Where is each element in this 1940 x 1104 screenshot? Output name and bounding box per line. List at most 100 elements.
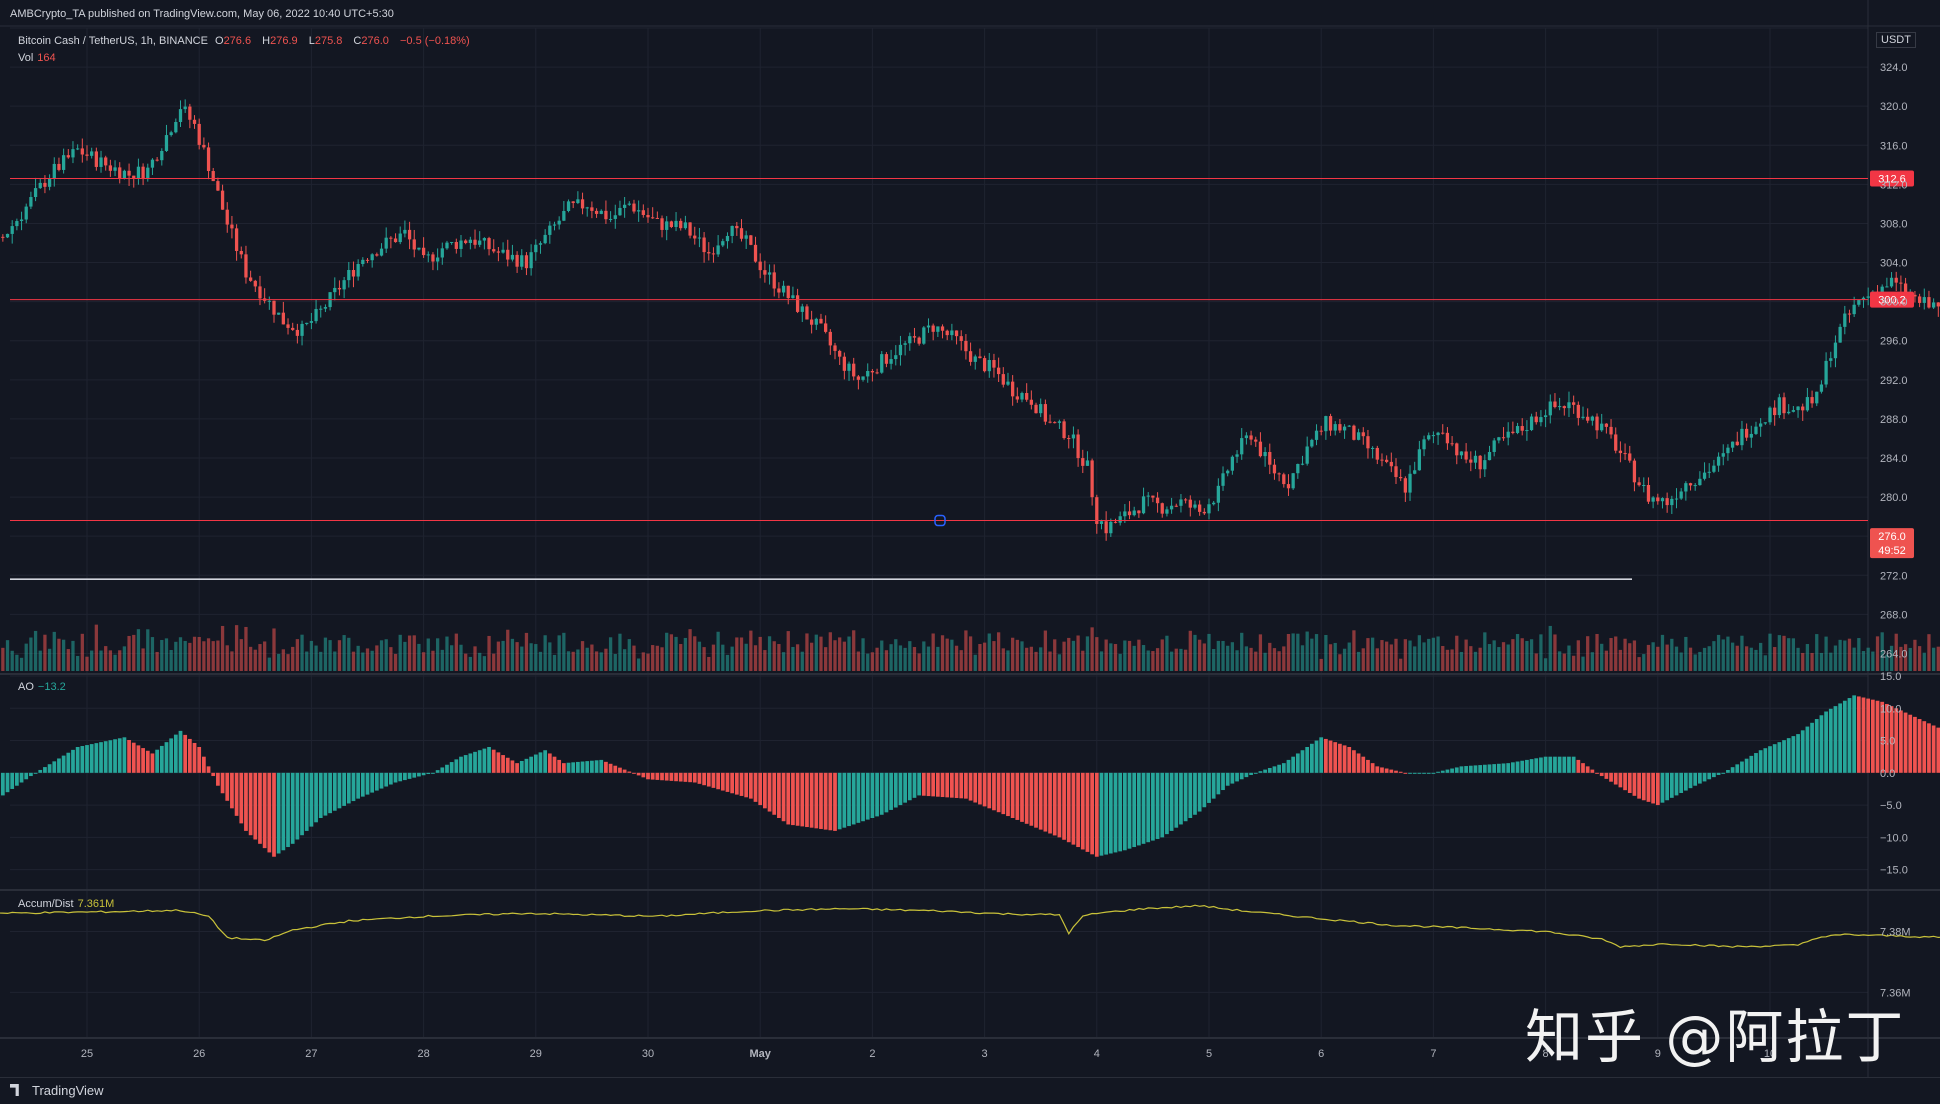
- volume-bar: [417, 644, 420, 671]
- candle-body: [291, 328, 294, 330]
- ao-bar: [1726, 770, 1730, 773]
- volume-bar: [464, 654, 467, 671]
- ao-bar: [225, 773, 229, 801]
- volume-bar: [188, 643, 191, 671]
- candle-body: [1731, 442, 1734, 448]
- ao-bar: [1366, 760, 1370, 773]
- candle-body: [216, 181, 219, 191]
- candle[interactable]: [983, 356, 986, 373]
- candle-body: [1824, 361, 1827, 385]
- volume-bar: [1245, 646, 1248, 671]
- volume-bar: [745, 644, 748, 671]
- price-unit-label[interactable]: USDT: [1876, 32, 1916, 48]
- candle-body: [745, 235, 748, 238]
- candle[interactable]: [1778, 394, 1781, 418]
- candle-body: [141, 167, 144, 179]
- ao-bar: [885, 773, 889, 813]
- ao-bar: [1389, 770, 1393, 773]
- ao-bar: [1670, 773, 1674, 798]
- volume-bar: [1455, 636, 1458, 671]
- volume-bar: [1151, 651, 1154, 671]
- volume-bar: [310, 641, 313, 671]
- volume-bar: [1086, 636, 1089, 671]
- ao-bar: [417, 773, 421, 777]
- candle[interactable]: [123, 170, 126, 180]
- candle[interactable]: [749, 235, 752, 245]
- volume-bar: [478, 653, 481, 671]
- ao-bar: [1553, 757, 1557, 773]
- candle-body: [660, 218, 663, 230]
- ao-bar: [253, 773, 257, 840]
- volume-bar: [1712, 641, 1715, 671]
- candle[interactable]: [880, 351, 883, 374]
- ao-bar: [1656, 773, 1660, 805]
- ao-bar: [506, 758, 510, 773]
- ao-bar: [688, 773, 692, 782]
- candle[interactable]: [6, 234, 9, 238]
- candle-body: [716, 245, 719, 254]
- candle-body: [1558, 406, 1561, 407]
- ao-bar: [1441, 771, 1445, 773]
- ao-bar: [1221, 773, 1225, 790]
- candle[interactable]: [805, 304, 808, 319]
- symbol-name[interactable]: Bitcoin Cash / TetherUS, 1h, BINANCE: [18, 35, 208, 47]
- ao-bar: [174, 735, 178, 773]
- candle-body: [90, 151, 93, 155]
- candle-body: [76, 148, 79, 149]
- candle[interactable]: [567, 199, 570, 212]
- price-tick-label: 272.0: [1880, 570, 1908, 582]
- ao-bar: [1380, 767, 1384, 772]
- candle[interactable]: [922, 326, 925, 345]
- candle[interactable]: [1352, 425, 1355, 441]
- volume-bar: [81, 634, 84, 671]
- candle-body: [889, 359, 892, 364]
- ao-bar: [1216, 773, 1220, 795]
- symbol-legend[interactable]: Bitcoin Cash / TetherUS, 1h, BINANCE O27…: [18, 35, 474, 47]
- candle-body: [385, 238, 388, 249]
- candle[interactable]: [1062, 419, 1065, 439]
- ao-bar: [847, 773, 851, 826]
- volume-bar: [880, 641, 883, 671]
- volume-bar: [366, 648, 369, 671]
- volume-bar: [628, 639, 631, 671]
- candle-body: [1217, 486, 1220, 503]
- ao-bar: [239, 773, 243, 824]
- tradingview-logo[interactable]: TradingView: [10, 1083, 104, 1098]
- ao-bar: [85, 745, 89, 773]
- volume-bar: [871, 652, 874, 671]
- ao-bar: [291, 773, 295, 844]
- last-price-label: 276.0: [1878, 531, 1906, 543]
- candle[interactable]: [1292, 473, 1295, 490]
- candle-body: [389, 238, 392, 239]
- ao-bar: [188, 739, 192, 773]
- volume-bar: [950, 640, 953, 671]
- candle-body: [1446, 433, 1449, 443]
- ao-bar: [871, 773, 875, 818]
- ao-bar: [1357, 753, 1361, 772]
- ao-bar: [693, 773, 697, 783]
- candle-body: [782, 286, 785, 293]
- candle[interactable]: [277, 313, 280, 315]
- ao-bar: [543, 750, 547, 773]
- volume-bar: [1722, 639, 1725, 671]
- candle-body: [221, 191, 224, 210]
- volume-bar: [455, 634, 458, 671]
- ao-bar: [964, 773, 968, 799]
- candle-body: [688, 222, 691, 235]
- candle-body: [305, 323, 308, 324]
- candle[interactable]: [670, 221, 673, 228]
- candle-body: [127, 171, 130, 176]
- candle-body: [1614, 434, 1617, 450]
- volume-bar: [403, 642, 406, 671]
- candle-body: [1623, 453, 1626, 454]
- candle-body: [1338, 424, 1341, 430]
- volume-bar: [413, 635, 416, 671]
- ao-bar: [1432, 773, 1436, 774]
- ao-bar: [698, 773, 702, 784]
- ao-legend[interactable]: AO−13.2: [18, 681, 70, 693]
- candle[interactable]: [1768, 406, 1771, 424]
- ao-bar: [1703, 773, 1707, 782]
